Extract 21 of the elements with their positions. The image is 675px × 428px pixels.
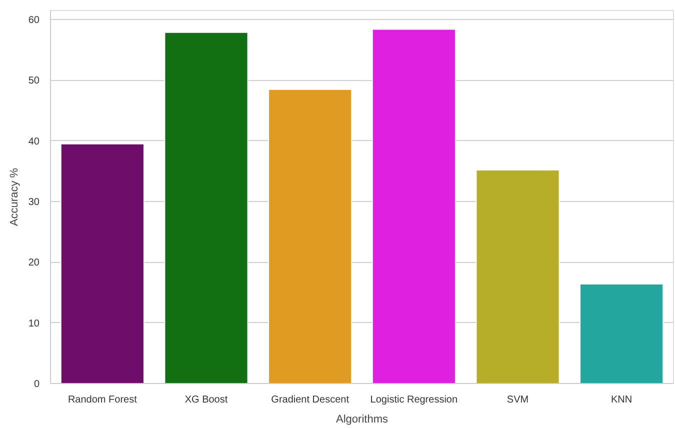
y-tick-label: 0 bbox=[34, 379, 40, 390]
bar bbox=[476, 170, 560, 384]
x-tick-label: XG Boost bbox=[184, 394, 228, 406]
bar bbox=[164, 32, 248, 384]
y-tick-label: 40 bbox=[28, 136, 40, 148]
x-tick-label: SVM bbox=[506, 394, 529, 406]
x-tick-label: KNN bbox=[611, 394, 632, 406]
x-axis-title: Algorithms bbox=[336, 414, 388, 426]
x-tick-label: Gradient Descent bbox=[271, 394, 350, 406]
bar bbox=[268, 88, 352, 384]
y-tick-label: 20 bbox=[28, 258, 40, 269]
x-tick-label: Logistic Regression bbox=[370, 394, 458, 406]
x-tick-label: Random Forest bbox=[68, 394, 138, 406]
y-tick-label: 60 bbox=[28, 15, 40, 26]
bar bbox=[580, 284, 664, 384]
y-tick-label: 50 bbox=[28, 76, 40, 87]
y-axis-title: Accuracy % bbox=[8, 168, 20, 226]
bar bbox=[372, 28, 456, 384]
bar bbox=[60, 143, 144, 384]
y-tick-label: 10 bbox=[28, 318, 40, 330]
y-tick-label: 30 bbox=[28, 197, 40, 208]
